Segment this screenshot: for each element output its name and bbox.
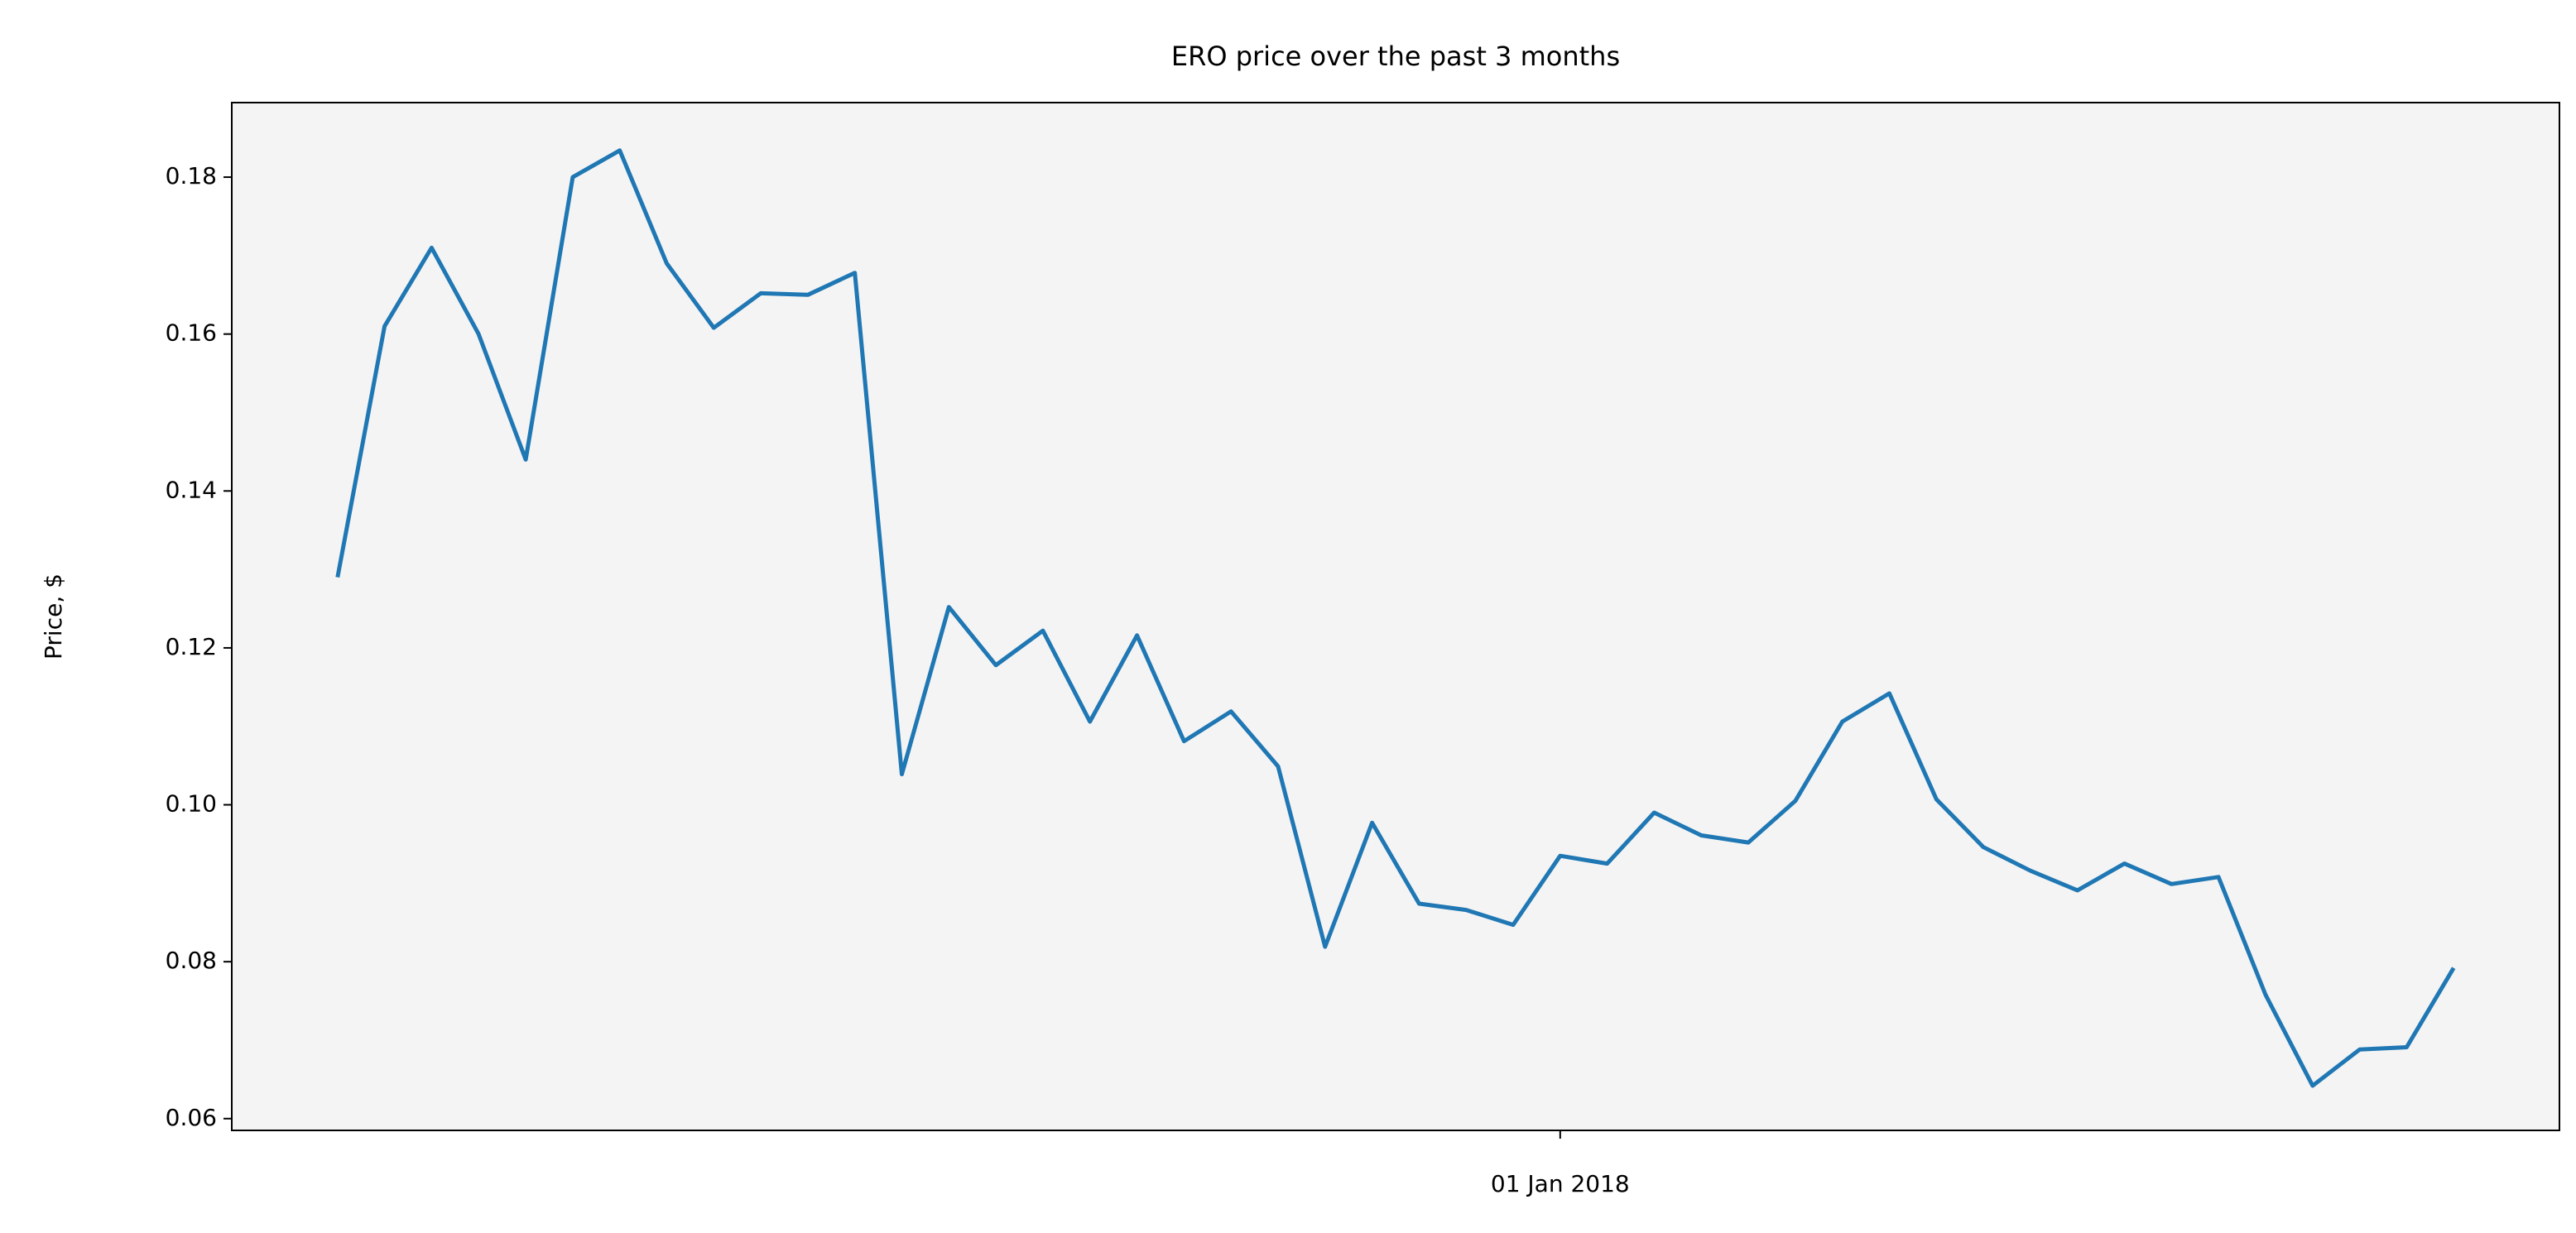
y-axis-label: Price, $ <box>40 573 67 660</box>
y-tick-label: 0.18 <box>166 162 217 190</box>
y-tick-label: 0.10 <box>166 790 217 818</box>
y-tick-label: 0.12 <box>166 633 217 660</box>
price-line <box>335 148 2456 1088</box>
plot-frame <box>231 102 2560 1131</box>
chart-title: ERO price over the past 3 months <box>1171 41 1620 72</box>
y-tick-label: 0.14 <box>166 476 217 503</box>
y-tick-label: 0.06 <box>166 1104 217 1131</box>
x-tick-label: 01 Jan 2018 <box>1491 1170 1630 1197</box>
y-tick-label: 0.08 <box>166 947 217 974</box>
y-tick-label: 0.16 <box>166 319 217 347</box>
plot-background <box>232 103 2559 1130</box>
